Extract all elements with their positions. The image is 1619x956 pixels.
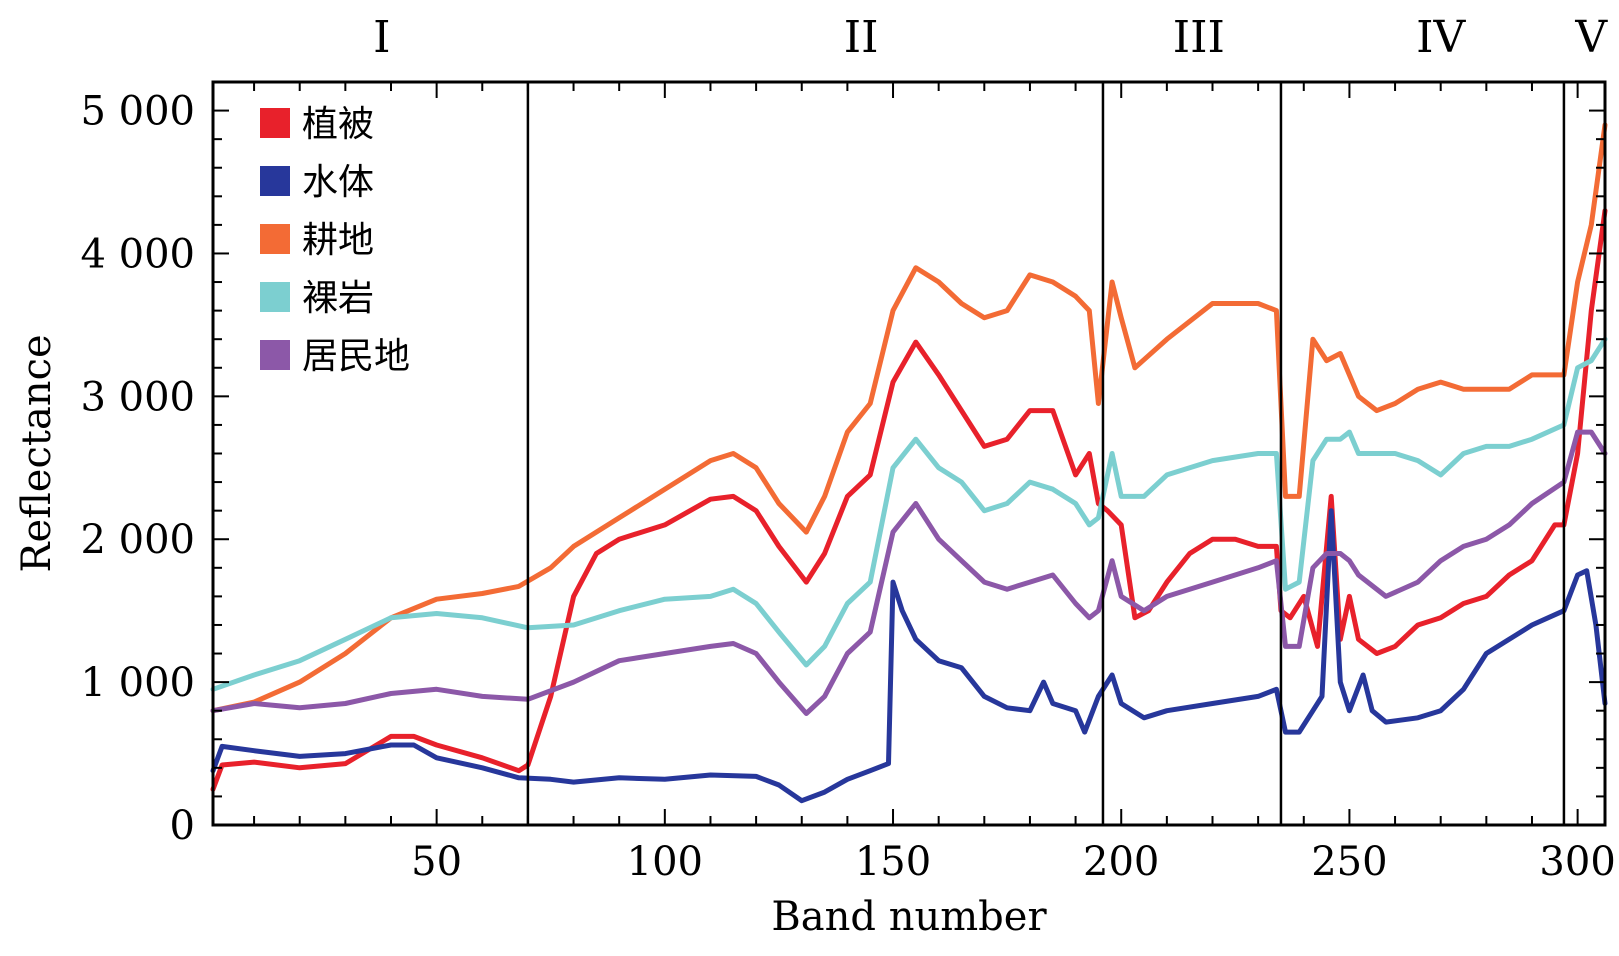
legend-swatch-2 xyxy=(260,166,290,196)
region-label-I: I xyxy=(373,12,390,63)
y-tick-label: 4 000 xyxy=(80,231,195,277)
region-label-IV: IV xyxy=(1416,12,1466,63)
legend-label-1: 植被 xyxy=(302,104,374,145)
legend-swatch-4 xyxy=(260,282,290,312)
region-labels: I II III IV V xyxy=(373,12,1608,63)
y-tick-label: 3 000 xyxy=(80,374,195,420)
x-tick-label: 100 xyxy=(627,839,703,885)
axis-ticks: 50 100 150 200 250 300 0 1 000 2 000 3 000 4 000 5 … xyxy=(80,82,1616,885)
y-axis-title: Reflectance xyxy=(14,334,60,572)
series-layer xyxy=(210,122,1608,804)
x-tick-label: 300 xyxy=(1539,839,1615,885)
legend-label-3: 耕地 xyxy=(302,220,374,261)
legend-label-4: 裸岩 xyxy=(302,278,374,319)
legend-label-2: 水体 xyxy=(302,162,374,203)
legend-swatch-5 xyxy=(260,340,290,370)
y-tick-label: 5 000 xyxy=(80,89,195,135)
region-label-V: V xyxy=(1574,12,1608,63)
region-label-II: II xyxy=(844,12,879,63)
y-tick-label: 1 000 xyxy=(80,660,195,706)
y-tick-label: 2 000 xyxy=(80,517,195,563)
legend-swatch-1 xyxy=(260,108,290,138)
series-line-2 xyxy=(210,508,1608,804)
series-line-4 xyxy=(210,336,1608,692)
series-line-1 xyxy=(210,208,1608,792)
legend-swatch-3 xyxy=(260,224,290,254)
series-line-5 xyxy=(210,429,1608,716)
x-axis-title: Band number xyxy=(771,894,1047,940)
region-label-III: III xyxy=(1173,12,1225,63)
x-tick-label: 250 xyxy=(1311,839,1387,885)
y-tick-label: 0 xyxy=(170,803,195,849)
x-tick-label: 50 xyxy=(411,839,462,885)
x-tick-label: 200 xyxy=(1083,839,1159,885)
x-tick-label: 150 xyxy=(855,839,931,885)
region-boundaries xyxy=(526,82,1566,825)
series-line-3 xyxy=(210,122,1608,714)
legend-label-5: 居民地 xyxy=(302,336,410,377)
